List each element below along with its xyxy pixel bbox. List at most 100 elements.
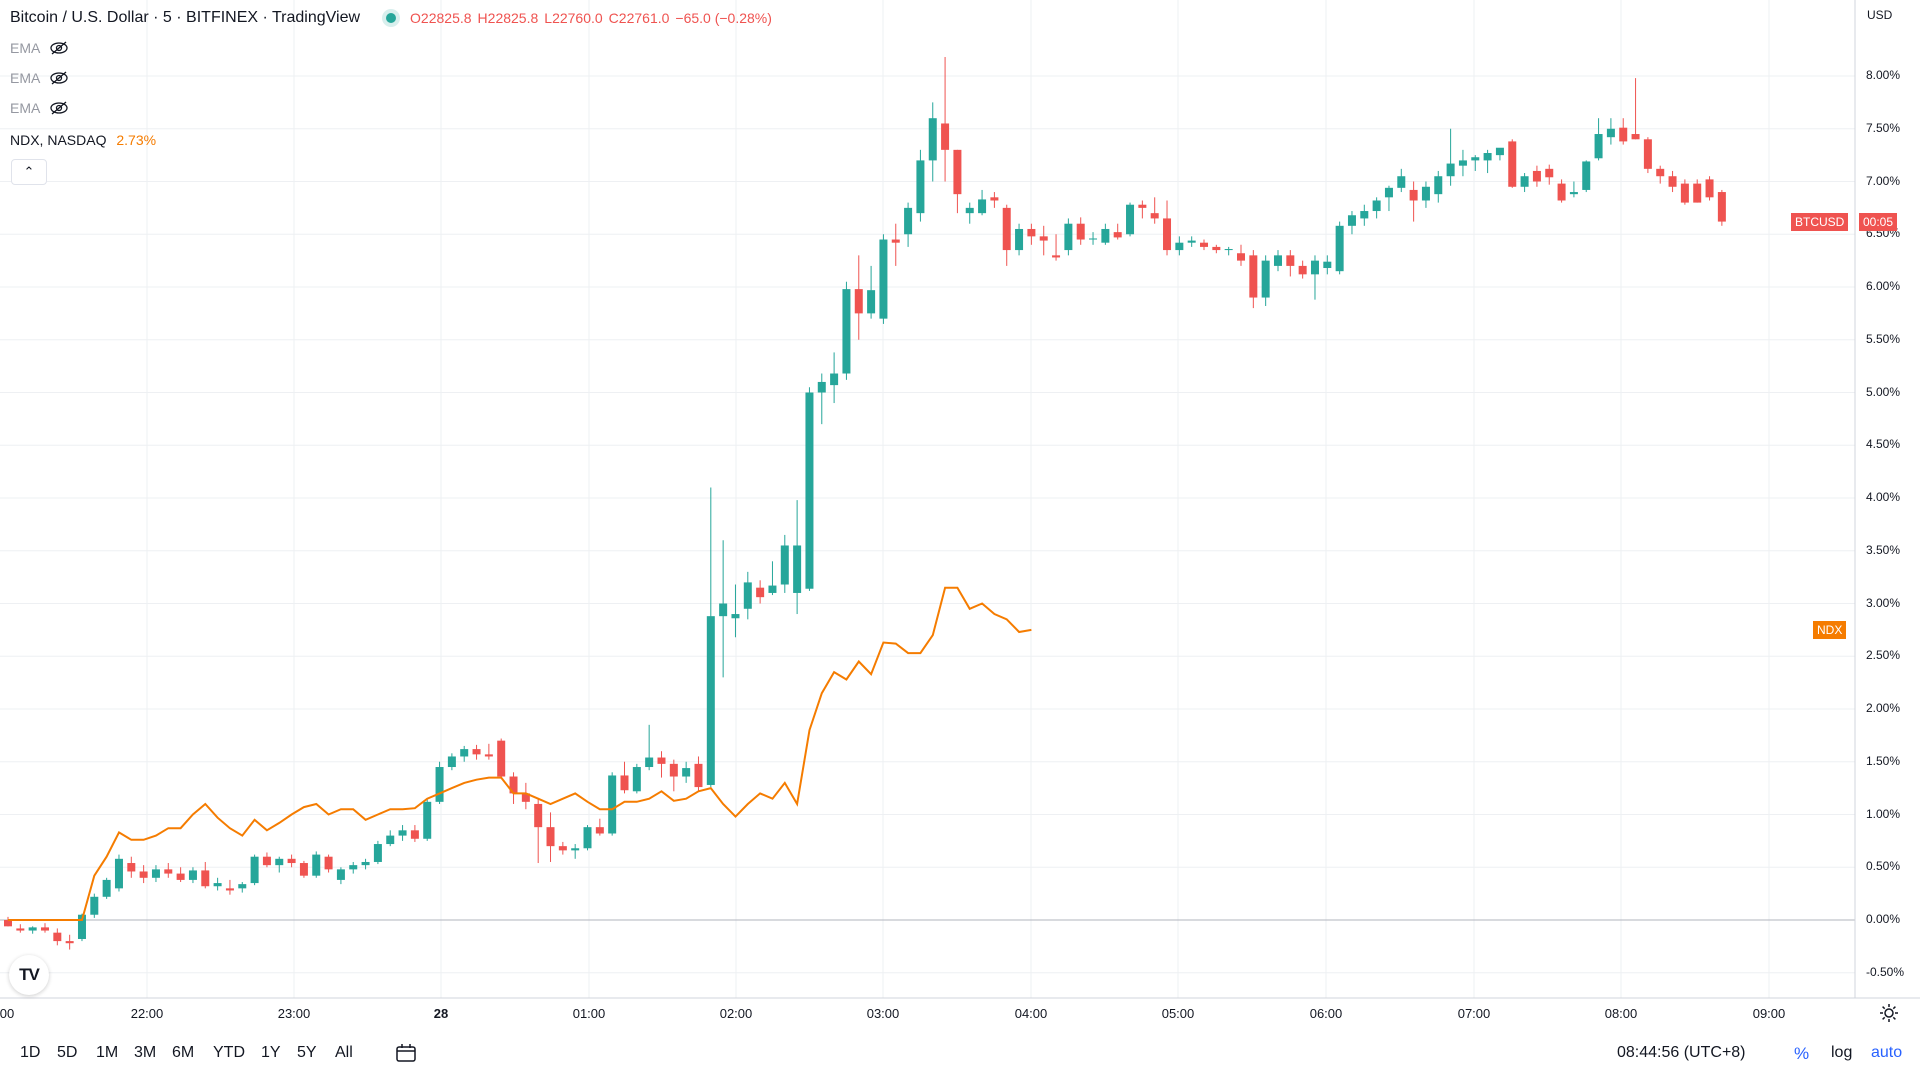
range-button-5d[interactable]: 5D [57, 1044, 78, 1061]
candle [891, 223, 900, 266]
candle-body [1187, 240, 1196, 243]
candle-body [1237, 253, 1245, 261]
range-button-ytd[interactable]: YTD [213, 1044, 245, 1061]
candle [176, 867, 185, 883]
price-axis-label: 3.50% [1866, 542, 1901, 557]
percent-scale-toggle[interactable]: % [1794, 1044, 1810, 1063]
log-scale-toggle[interactable]: log [1831, 1044, 1853, 1061]
indicator-ema[interactable]: EMA [10, 40, 68, 56]
ohlc-key: O [410, 10, 421, 26]
candle-body [410, 830, 419, 839]
tradingview-logo-icon[interactable]: TV [9, 955, 49, 995]
range-button-6m[interactable]: 6M [172, 1044, 195, 1061]
candle-body [1545, 168, 1554, 178]
candle [484, 743, 493, 760]
candle [1668, 170, 1677, 193]
candle [151, 865, 160, 883]
price-axis-label: 1.50% [1866, 753, 1901, 768]
clock-time-display[interactable]: 08:44:56 (UTC+8) [1617, 1044, 1746, 1061]
candle-body [1163, 218, 1172, 251]
candle-body [1693, 183, 1702, 203]
range-button-3m[interactable]: 3M [134, 1044, 157, 1061]
price-chart[interactable] [0, 0, 1920, 1031]
collapse-legend-button[interactable]: ⌃ [11, 159, 47, 185]
candle-body [127, 863, 136, 872]
ohlc-key: L [544, 10, 553, 26]
candle [1089, 232, 1098, 245]
candle-body [719, 603, 728, 617]
eye-hidden-icon[interactable] [50, 71, 68, 85]
eye-hidden-icon[interactable] [50, 41, 68, 55]
price-axis-label: -0.50% [1866, 964, 1905, 979]
candle [805, 387, 814, 591]
eye-hidden-icon[interactable] [50, 101, 68, 115]
candle-body [1323, 261, 1332, 269]
range-button-1y[interactable]: 1Y [261, 1044, 281, 1061]
symbol-title[interactable]: Bitcoin / U.S. Dollar · 5 · BITFINEX · T… [10, 9, 361, 26]
candle [1163, 200, 1172, 256]
time-axis-label: 01:00 [572, 1006, 606, 1021]
candle-body [534, 803, 543, 828]
candle [1187, 236, 1196, 247]
range-button-1d[interactable]: 1D [20, 1044, 41, 1061]
candle-body [114, 858, 123, 889]
candle-body [447, 756, 456, 768]
candle [324, 854, 333, 873]
candle-body [1421, 186, 1430, 201]
price-axis-label: 4.00% [1866, 490, 1901, 504]
ohlc-key: H [477, 10, 488, 26]
candle [595, 818, 604, 836]
candle-body [1224, 249, 1233, 251]
candle-body [780, 545, 789, 585]
indicator-label: EMA [10, 40, 41, 56]
market-status-dot-icon[interactable] [386, 13, 397, 23]
candle [854, 255, 863, 340]
compare-legend-ndx[interactable]: NDX, NASDAQ 2.73% [10, 132, 156, 148]
price-axis-label: 5.00% [1866, 384, 1901, 399]
time-axis-label: 04:00 [1014, 1006, 1048, 1021]
candle-body [386, 835, 395, 845]
btc-candles [4, 57, 1726, 950]
indicator-ema[interactable]: EMA [10, 70, 68, 86]
candle [1224, 246, 1233, 256]
candle-body [1298, 265, 1307, 275]
candle-body [299, 863, 308, 876]
settings-gear-icon[interactable] [1878, 1002, 1900, 1024]
candle-body [805, 392, 814, 589]
candle [1150, 197, 1159, 224]
ohlc-item: H22825.8 [478, 10, 539, 26]
candle-body [1569, 192, 1578, 195]
candle-body [1089, 238, 1098, 240]
candle [28, 926, 37, 934]
candle [1286, 250, 1295, 277]
ohlc-value: 22825.8 [487, 10, 539, 26]
range-button-all[interactable]: All [335, 1044, 353, 1061]
auto-scale-toggle[interactable]: auto [1871, 1044, 1903, 1061]
candle-body [731, 614, 740, 619]
candle-body [1582, 161, 1591, 190]
candle [608, 772, 617, 836]
candle-body [1409, 189, 1418, 201]
candle-body [361, 861, 370, 866]
candle-body [620, 775, 629, 791]
ohlc-value: −65.0 (−0.28%) [675, 10, 772, 26]
range-button-1m[interactable]: 1M [96, 1044, 119, 1061]
price-axis-label: 7.00% [1866, 173, 1901, 188]
candle [90, 893, 99, 918]
candle [743, 571, 752, 620]
candle [657, 751, 666, 778]
candle [1027, 223, 1036, 245]
candle [435, 761, 444, 804]
range-button-5y[interactable]: 5Y [297, 1044, 317, 1061]
price-axis-label: 8.00% [1866, 68, 1901, 82]
currency-label[interactable]: USD [1867, 8, 1893, 22]
indicator-ema[interactable]: EMA [10, 100, 68, 116]
candle [1594, 118, 1603, 161]
price-axis-label: 2.50% [1866, 648, 1901, 663]
candle-body [176, 873, 185, 880]
candle-body [336, 869, 345, 880]
calendar-goto-date-icon[interactable] [396, 1044, 416, 1062]
candle [682, 761, 691, 783]
symbol-legend: Bitcoin / U.S. Dollar · 5 · BITFINEX · T… [10, 9, 778, 27]
candle [213, 877, 222, 891]
